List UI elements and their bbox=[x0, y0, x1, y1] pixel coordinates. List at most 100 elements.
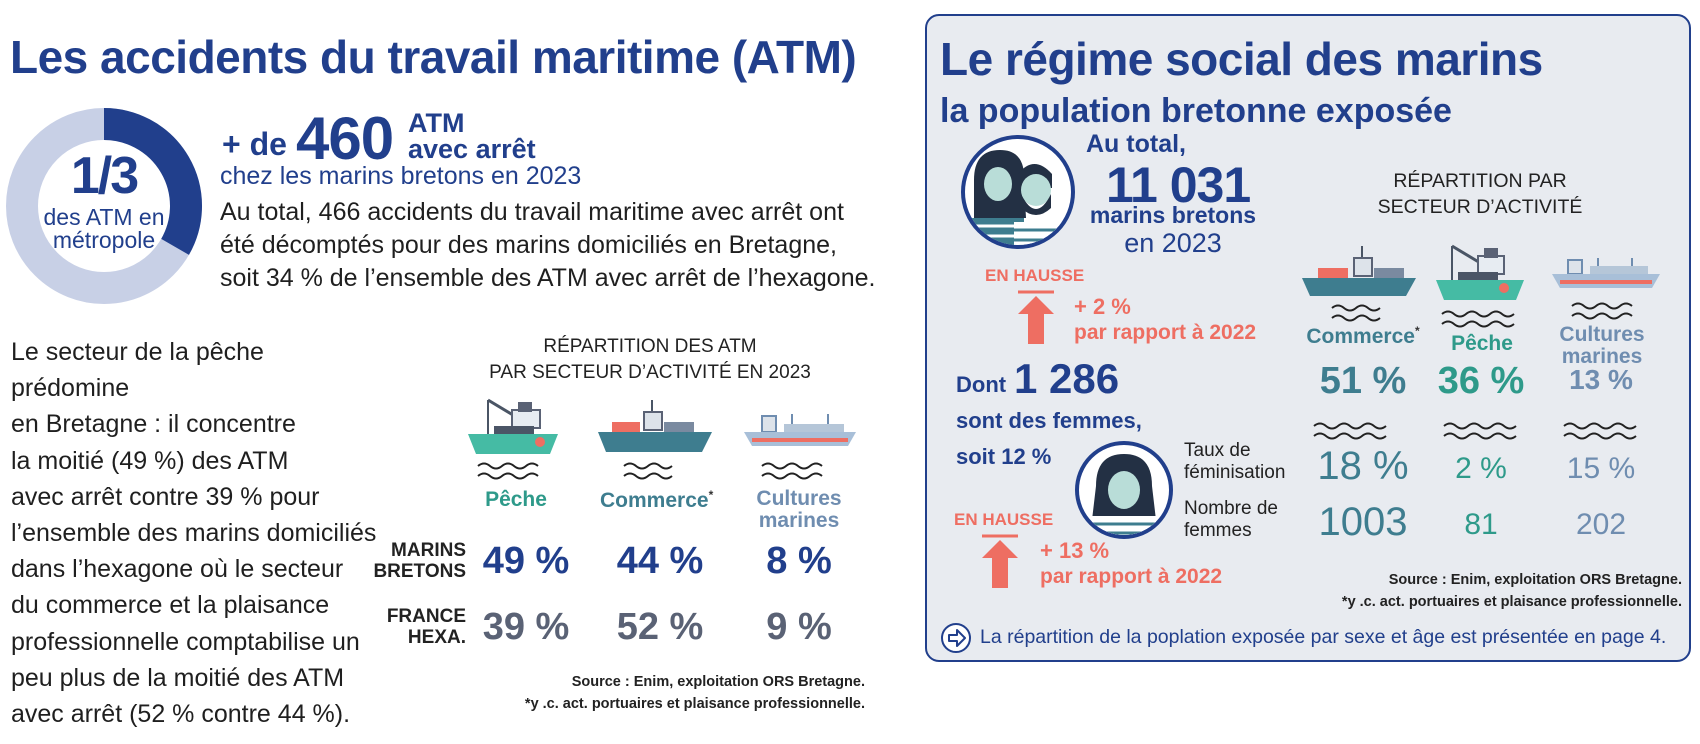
women-line3: soit 12 % bbox=[956, 444, 1052, 469]
row-label-france-hexa: FRANCE HEXA. bbox=[360, 606, 466, 648]
women-prefix: Dont bbox=[956, 372, 1007, 397]
sector-asterisk: * bbox=[1414, 324, 1420, 338]
row-label-marins-bretons: MARINS BRETONS bbox=[360, 540, 466, 582]
headline-subline: chez les marins bretons en 2023 bbox=[220, 162, 582, 190]
women-count-label-line1: Nombre de bbox=[1184, 498, 1278, 519]
paragraph-line: peu plus de la moitié des ATM bbox=[11, 663, 345, 692]
value-france-commerce: 52 % bbox=[616, 606, 704, 648]
row-label-line2: HEXA. bbox=[407, 627, 466, 648]
trend1-tag: EN HAUSSE bbox=[985, 266, 1085, 285]
sector-title-line2: SECTEUR D’ACTIVITÉ bbox=[1377, 196, 1583, 218]
sector-label-peche: Pêche bbox=[1451, 332, 1513, 355]
trend1-value: + 2 % bbox=[1074, 294, 1131, 319]
woman-avatar-icon bbox=[1075, 441, 1173, 539]
aquaculture-boat-icon bbox=[1552, 258, 1660, 320]
sector-label-commerce: Commerce* bbox=[1298, 324, 1428, 349]
left-title: Les accidents du travail maritime (ATM) bbox=[10, 31, 857, 83]
paragraph-line: dans l’hexagone où le secteur bbox=[11, 555, 344, 584]
value-bretons-peche: 49 % bbox=[482, 540, 570, 582]
donut-chart bbox=[6, 108, 202, 304]
paragraph-line: la moitié (49 %) des ATM bbox=[11, 446, 289, 475]
share-commerce: 51 % bbox=[1319, 360, 1407, 402]
fem-rate-label: Taux de féminisation bbox=[1184, 440, 1285, 484]
left-footnote: *y .c. act. portuaires et plaisance prof… bbox=[524, 696, 865, 712]
arrow-right-circle-icon[interactable] bbox=[940, 622, 972, 654]
headline-unit: ATM avec arrêt bbox=[408, 108, 536, 164]
sector-label-commerce-text: Commerce bbox=[1306, 325, 1415, 348]
trend2-tag: EN HAUSSE bbox=[954, 510, 1054, 529]
wave-separators bbox=[1313, 422, 1637, 440]
trend2-ref: par rapport à 2022 bbox=[1040, 565, 1223, 588]
couple-avatar-icon bbox=[961, 135, 1075, 249]
intro-line: été décomptés pour des marins domiciliés… bbox=[220, 231, 837, 259]
donut-caption-line1: des ATM en bbox=[43, 204, 165, 230]
total-label: marins bretons bbox=[1089, 202, 1257, 228]
total-prefix: Au total, bbox=[1086, 130, 1186, 158]
value-bretons-commerce: 44 % bbox=[616, 540, 704, 582]
women-line2: sont des femmes, bbox=[956, 408, 1142, 433]
intro-line: soit 34 % de l’ensemble des ATM avec arr… bbox=[220, 264, 876, 292]
intro-text: Au total, 466 accidents du travail marit… bbox=[220, 196, 880, 295]
atm-sector-label-peche: Pêche bbox=[485, 488, 547, 511]
paragraph-line: professionnelle comptabilise un bbox=[11, 627, 360, 656]
atm-table-title: RÉPARTITION DES ATM PAR SECTEUR D’ACTIVI… bbox=[460, 334, 840, 386]
left-source: Source : Enim, exploitation ORS Bretagne… bbox=[571, 674, 865, 690]
row-label-line1: MARINS bbox=[391, 540, 466, 561]
sector-label-cultures-line2: marines bbox=[1561, 345, 1643, 368]
atm-table-title-line1: RÉPARTITION DES ATM bbox=[543, 336, 757, 357]
sector-label-cultures: Cultures marines bbox=[1552, 324, 1652, 368]
row-label-line1: FRANCE bbox=[386, 606, 466, 627]
fem-rate-cultures: 15 % bbox=[1566, 452, 1636, 485]
fishing-boat-icon bbox=[468, 398, 558, 480]
cargo-ship-icon bbox=[1302, 246, 1416, 322]
women-count-peche: 81 bbox=[1464, 508, 1498, 541]
women-count-label-line2: femmes bbox=[1184, 520, 1252, 541]
right-title: Le régime social des marins bbox=[940, 33, 1543, 85]
value-france-cultures: 9 % bbox=[766, 606, 832, 648]
headline-number: 460 bbox=[296, 105, 394, 172]
atm-sector-label-commerce-text: Commerce bbox=[600, 489, 709, 512]
sector-title: RÉPARTITION PAR SECTEUR D’ACTIVITÉ bbox=[1330, 168, 1630, 220]
headline-unit-line2: avec arrêt bbox=[408, 134, 536, 164]
sector-label-cultures-line1: Cultures bbox=[1559, 323, 1645, 346]
donut-caption: des ATM en métropole bbox=[30, 206, 178, 252]
paragraph-line: Le secteur de la pêche prédomine bbox=[11, 338, 264, 403]
page-reference-note[interactable]: La répartition de la poplation exposée p… bbox=[980, 626, 1667, 648]
social-regime-panel bbox=[925, 14, 1691, 662]
trend1-ref: par rapport à 2022 bbox=[1074, 321, 1257, 344]
paragraph-line: l’ensemble des marins domiciliés bbox=[11, 519, 377, 548]
women-count-commerce: 1003 bbox=[1318, 500, 1408, 544]
fishing-boat-icon bbox=[1436, 244, 1524, 328]
right-footnote: *y .c. act. portuaires et plaisance prof… bbox=[1341, 594, 1682, 610]
share-peche: 36 % bbox=[1437, 360, 1525, 402]
donut-arc bbox=[103, 108, 202, 255]
paragraph-line: avec arrêt (52 % contre 44 %). bbox=[11, 700, 351, 729]
row-label-line2: BRETONS bbox=[373, 561, 466, 582]
fem-rate-peche: 2 % bbox=[1455, 452, 1507, 485]
trend1-arrow-up-icon bbox=[1018, 290, 1054, 344]
trend2-value: + 13 % bbox=[1040, 538, 1110, 563]
sector-title-line1: RÉPARTITION PAR bbox=[1393, 170, 1567, 192]
women-count-cultures: 202 bbox=[1575, 508, 1627, 541]
paragraph-line: en Bretagne : il concentre bbox=[11, 410, 296, 439]
trend2-arrow-up-icon bbox=[982, 534, 1018, 588]
value-bretons-cultures: 8 % bbox=[766, 540, 832, 582]
fem-rate-label-line1: Taux de bbox=[1184, 440, 1251, 461]
donut-caption-line2: métropole bbox=[52, 227, 156, 253]
fem-rate-label-line2: féminisation bbox=[1184, 462, 1286, 483]
atm-sector-label-cultures: Cultures marines bbox=[744, 488, 854, 532]
cargo-ship-icon bbox=[598, 400, 712, 480]
atm-table-title-line2: PAR SECTEUR D’ACTIVITÉ EN 2023 bbox=[489, 362, 811, 383]
women-number: 1 286 bbox=[1014, 355, 1120, 402]
aquaculture-boat-icon bbox=[744, 414, 856, 480]
women-count-label: Nombre de femmes bbox=[1184, 498, 1278, 542]
atm-sector-label-cultures-line1: Cultures bbox=[756, 487, 842, 510]
share-cultures: 13 % bbox=[1569, 364, 1633, 395]
paragraph-line: avec arrêt contre 39 % pour bbox=[11, 482, 320, 511]
right-source: Source : Enim, exploitation ORS Bretagne… bbox=[1388, 572, 1682, 588]
value-france-peche: 39 % bbox=[482, 606, 570, 648]
atm-sector-label-commerce: Commerce* bbox=[600, 488, 713, 513]
total-year: en 2023 bbox=[1124, 228, 1222, 258]
headline-unit-line1: ATM bbox=[408, 108, 465, 138]
fem-rate-commerce: 18 % bbox=[1317, 444, 1409, 488]
